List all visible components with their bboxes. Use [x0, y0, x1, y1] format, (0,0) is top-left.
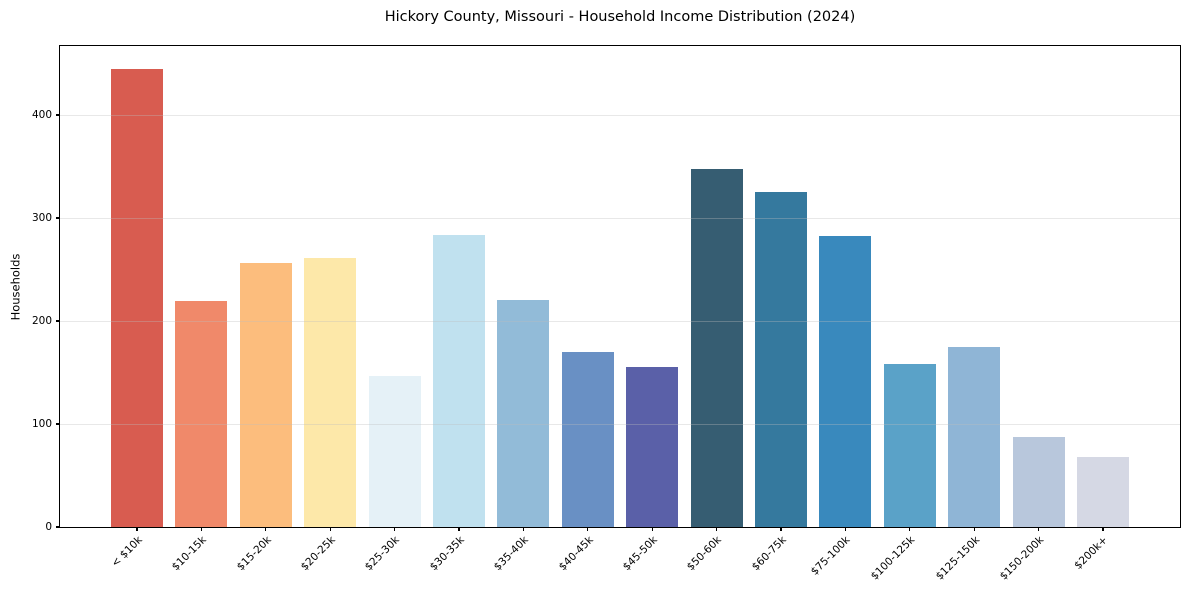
chart-title: Hickory County, Missouri - Household Inc… — [384, 9, 856, 25]
gridline-y-400 — [60, 115, 1180, 116]
bar-$125-150k — [948, 346, 1001, 527]
x-tick-label: $125-150k — [933, 534, 982, 583]
y-axis-label: Households — [0, 45, 30, 528]
x-tick-label: $30-35k — [427, 534, 467, 574]
bar-$45-50k — [626, 367, 679, 527]
x-tick-label: $200k+ — [1072, 534, 1111, 572]
x-tick-mark — [522, 527, 524, 531]
x-tick-label: $40-45k — [556, 534, 596, 574]
bar-$50-60k — [690, 168, 743, 527]
plot-area: 0 100 200 300 400 < $10k $10-15k $15-20k $20-25k… — [32, 45, 1181, 583]
bar-$40-45k — [561, 351, 614, 527]
y-tick-mark — [56, 320, 60, 322]
x-tick-label: $35-40k — [491, 534, 531, 574]
x-tick-mark — [265, 527, 267, 531]
bar-$20-25k — [304, 258, 357, 527]
bar-$60-75k — [755, 192, 807, 527]
x-tick-mark — [909, 527, 911, 531]
bar-$35-40k — [497, 300, 550, 527]
bar-$75-100k — [819, 235, 872, 527]
x-tick-mark — [651, 527, 653, 531]
bar-< $10k — [111, 68, 163, 527]
bar-$15-20k — [239, 263, 292, 527]
y-tick-label: 200 — [31, 315, 52, 327]
y-tick-label: 100 — [31, 418, 52, 430]
x-tick-label: $10-15k — [169, 534, 209, 574]
bar-$30-35k — [433, 234, 485, 527]
x-tick-label: $45-50k — [620, 534, 660, 574]
y-tick-label: 300 — [31, 212, 52, 224]
x-tick-mark — [200, 527, 202, 531]
x-tick-mark — [973, 527, 975, 531]
x-tick-mark — [780, 527, 782, 531]
y-axis-label-text: Households — [8, 253, 23, 320]
x-tick-mark — [587, 527, 589, 531]
x-tick-mark — [394, 527, 396, 531]
y-tick-mark — [56, 217, 60, 219]
x-tick-mark — [329, 527, 331, 531]
x-tick-label: $150-200k — [997, 534, 1047, 583]
y-tick-label: 400 — [31, 109, 52, 121]
x-tick-label: $15-20k — [234, 534, 274, 574]
bar-$25-30k — [368, 375, 421, 527]
x-tick-mark — [1038, 527, 1040, 531]
x-tick-label: $75-100k — [809, 534, 853, 578]
bar-$200k+ — [1077, 456, 1129, 527]
y-tick-mark — [56, 423, 60, 425]
x-tick-mark — [458, 527, 460, 531]
x-tick-mark — [716, 527, 718, 531]
x-tick-label: $20-25k — [298, 534, 338, 574]
x-tick-label: $100-125k — [868, 534, 918, 583]
x-tick-label: < $10k — [108, 534, 145, 570]
bar-$150-200k — [1012, 437, 1065, 527]
x-tick-label: $50-60k — [685, 534, 725, 574]
y-tick-label: 0 — [45, 521, 52, 533]
gridline-y-300 — [60, 218, 1180, 219]
x-tick-mark — [1102, 527, 1104, 531]
gridline-y-200 — [60, 321, 1180, 322]
x-tick-mark — [844, 527, 846, 531]
bar-$10-15k — [175, 301, 228, 527]
x-tick-label: $60-75k — [749, 534, 789, 574]
bar-$100-125k — [883, 364, 936, 527]
y-tick-mark — [56, 526, 60, 528]
gridline-y-100 — [60, 424, 1180, 425]
y-tick-mark — [56, 114, 60, 116]
x-tick-mark — [136, 527, 138, 531]
x-tick-label: $25-30k — [363, 534, 403, 574]
